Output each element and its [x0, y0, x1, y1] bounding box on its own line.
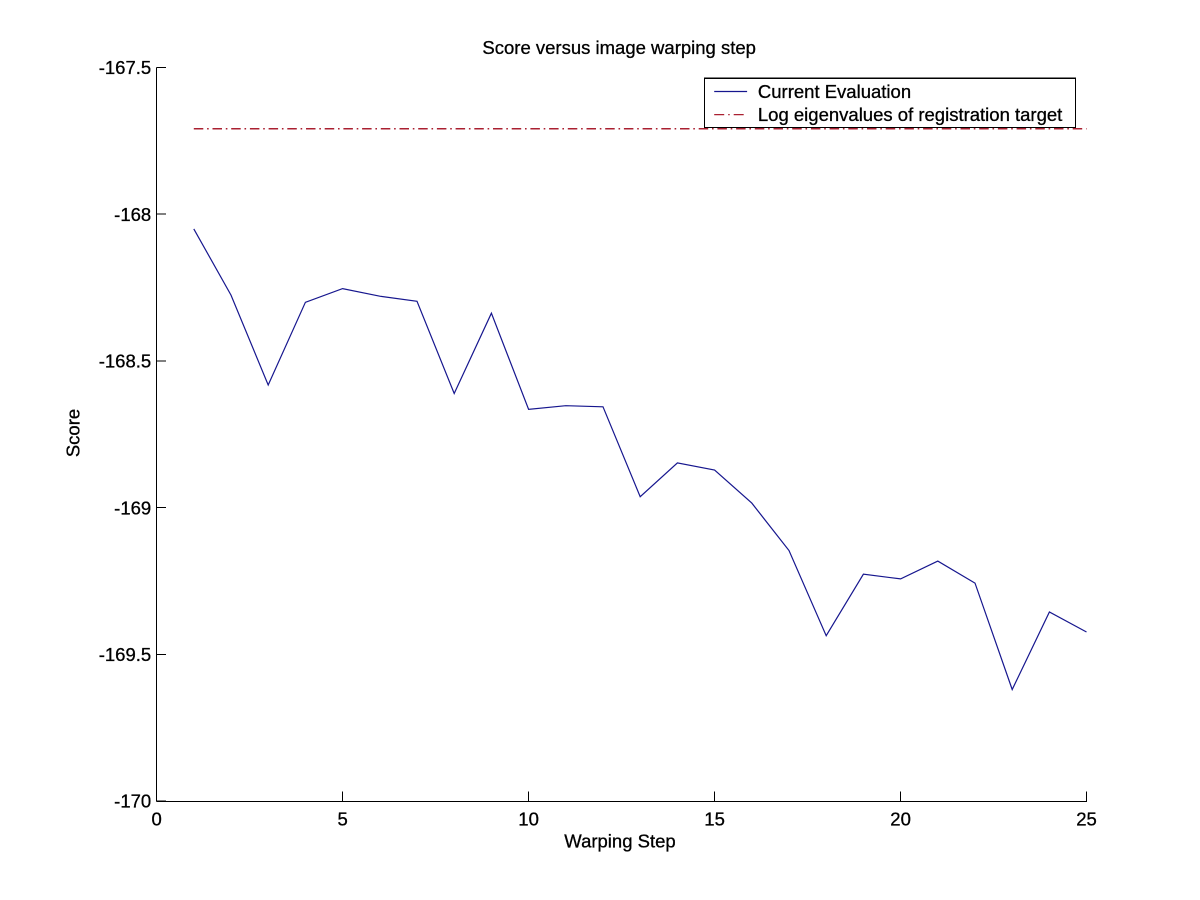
svg-text:Score versus image warping ste: Score versus image warping step [482, 37, 756, 58]
svg-text:Score: Score [63, 409, 84, 457]
svg-text:-168: -168 [114, 204, 151, 225]
svg-text:0: 0 [151, 809, 161, 830]
svg-text:25: 25 [1076, 809, 1097, 830]
svg-text:Current Evaluation: Current Evaluation [758, 81, 911, 102]
svg-text:-169: -169 [114, 497, 151, 518]
svg-text:10: 10 [518, 809, 539, 830]
svg-text:15: 15 [704, 809, 725, 830]
svg-text:-169.5: -169.5 [99, 644, 151, 665]
svg-text:Warping Step: Warping Step [564, 830, 675, 851]
svg-text:-168.5: -168.5 [99, 351, 151, 372]
svg-text:-170: -170 [114, 791, 151, 812]
svg-text:5: 5 [337, 809, 347, 830]
svg-text:20: 20 [890, 809, 911, 830]
svg-text:-167.5: -167.5 [99, 57, 151, 78]
svg-text:Log eigenvalues of registratio: Log eigenvalues of registration target [758, 104, 1062, 125]
